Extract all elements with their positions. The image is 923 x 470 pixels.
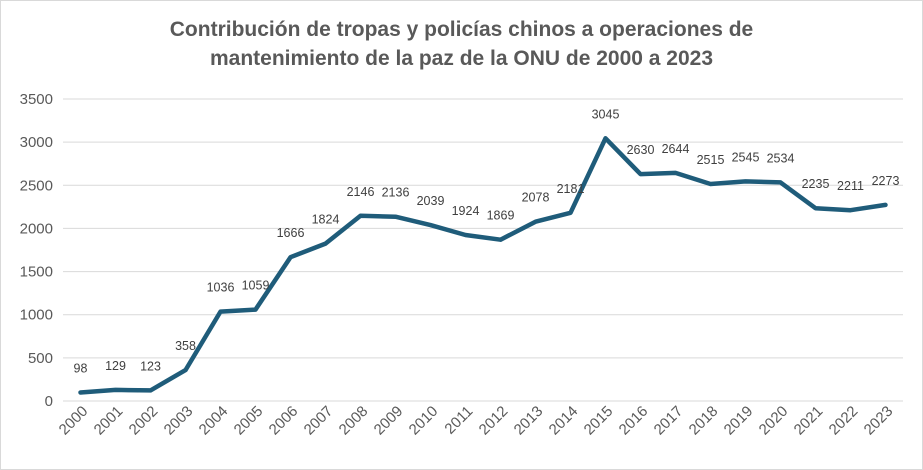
series-line (78, 136, 888, 395)
y-tick-label-1500: 1500 (20, 264, 53, 281)
data-label-2002: 123 (140, 359, 161, 373)
x-tick-label-2015: 2015 (581, 403, 617, 439)
x-tick-label-2000: 2000 (56, 403, 92, 439)
data-label-2007: 1824 (312, 213, 340, 227)
data-label-2017: 2644 (662, 142, 690, 156)
x-tick-label-2011: 2011 (441, 403, 476, 438)
data-label-2014: 2181 (557, 182, 585, 196)
y-axis: 0 500 1000 1500 2000 2500 3000 3500 (20, 91, 53, 410)
x-tick-label-2004: 2004 (196, 403, 232, 439)
x-tick-label-2013: 2013 (511, 403, 547, 439)
y-tick-label-0: 0 (45, 393, 53, 410)
chart-title: Contribución de tropas y policías chinos… (1, 15, 922, 73)
x-tick-label-2014: 2014 (546, 403, 582, 439)
data-label-2023: 2273 (872, 174, 900, 188)
gridlines (63, 98, 903, 402)
data-label-2012: 1869 (487, 209, 515, 223)
data-label-2006: 1666 (277, 226, 305, 240)
x-tick-label-2016: 2016 (616, 403, 652, 439)
y-tick-label-2500: 2500 (20, 177, 53, 194)
data-label-2018: 2515 (697, 153, 725, 167)
chart-title-line-2: mantenimiento de la paz de la ONU de 200… (209, 47, 714, 70)
x-tick-label-2020: 2020 (756, 403, 792, 439)
y-tick-label-2000: 2000 (20, 220, 53, 237)
y-tick-label-1000: 1000 (20, 307, 53, 324)
data-label-2021: 2235 (802, 177, 830, 191)
data-label-2009: 2136 (382, 186, 410, 200)
data-label-2016: 2630 (627, 143, 655, 157)
x-tick-label-2009: 2009 (371, 403, 407, 439)
x-tick-label-2003: 2003 (161, 403, 197, 439)
data-label-2004: 1036 (207, 281, 235, 295)
y-tick-label-3500: 3500 (20, 91, 53, 108)
x-tick-label-2007: 2007 (301, 403, 337, 439)
data-label-2001: 129 (105, 359, 126, 373)
x-tick-label-2012: 2012 (476, 403, 512, 439)
x-tick-label-2019: 2019 (721, 403, 757, 439)
data-label-2010: 2039 (417, 194, 445, 208)
x-tick-label-2006: 2006 (266, 403, 302, 439)
x-tick-label-2017: 2017 (651, 403, 687, 439)
data-label-2013: 2078 (522, 191, 550, 205)
x-tick-label-2005: 2005 (231, 403, 267, 439)
series-line-0 (78, 136, 888, 395)
x-tick-label-2008: 2008 (336, 403, 372, 439)
data-label-2003: 358 (175, 339, 196, 353)
chart-title-line-1: Contribución de tropas y policías chinos… (169, 18, 754, 41)
data-label-2005: 1059 (242, 279, 270, 293)
x-tick-label-2021: 2021 (791, 403, 827, 439)
x-tick-label-2010: 2010 (406, 403, 442, 439)
data-label-2008: 2146 (347, 185, 375, 199)
x-tick-label-2002: 2002 (126, 403, 162, 439)
data-label-2022: 2211 (837, 179, 864, 193)
x-tick-label-2018: 2018 (686, 403, 722, 439)
x-axis: 2000 2001 2002 2003 2004 2005 2006 2007 2008 2009… (56, 403, 897, 439)
data-label-2019: 2545 (732, 150, 760, 164)
data-label-2011: 1924 (452, 204, 480, 218)
y-tick-label-500: 500 (28, 350, 53, 367)
data-label-2000: 98 (74, 362, 88, 376)
x-tick-label-2023: 2023 (861, 403, 897, 439)
x-tick-label-2001: 2001 (91, 403, 127, 439)
data-label-2020: 2534 (767, 151, 795, 165)
x-tick-label-2022: 2022 (826, 403, 862, 439)
data-label-2015: 3045 (592, 107, 620, 121)
y-tick-label-3000: 3000 (20, 134, 53, 151)
data-labels: 98 129 123 358 1036 1059 1666 1824 2146 2136 2039 1… (74, 107, 900, 375)
